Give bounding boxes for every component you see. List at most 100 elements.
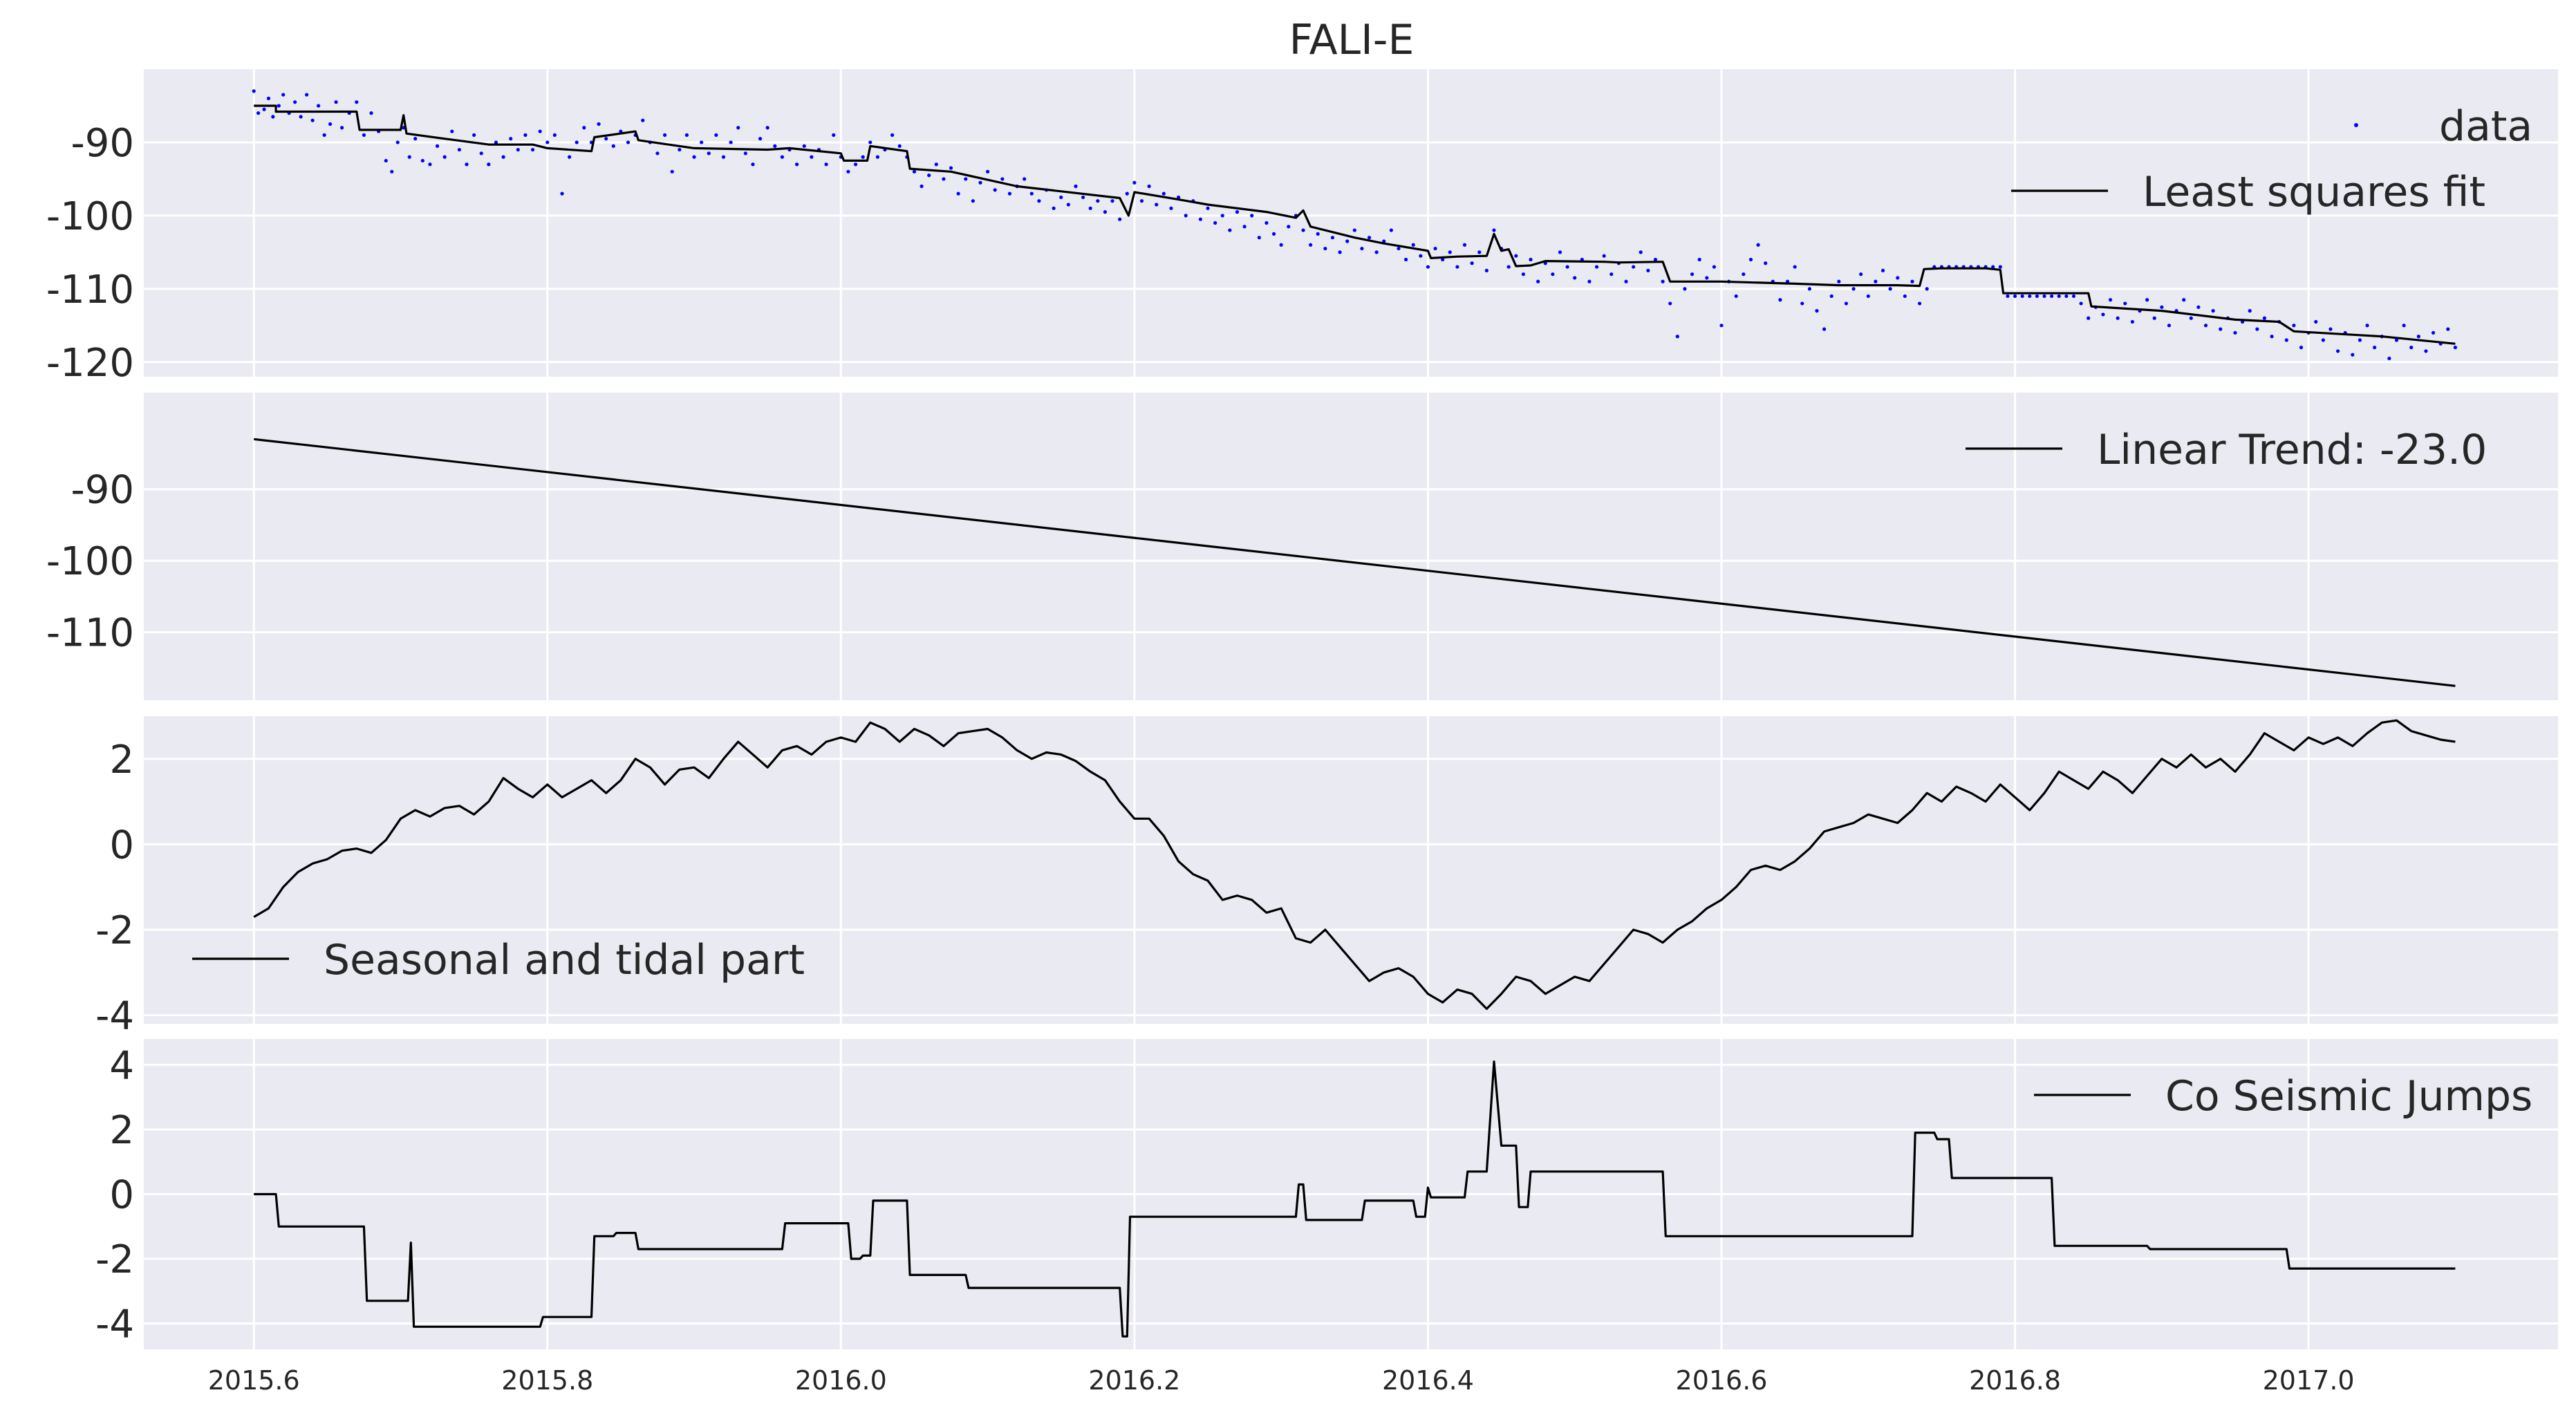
data-point (707, 151, 711, 156)
data-point (1081, 195, 1085, 200)
data-point (1609, 272, 1614, 277)
y-tick-label: -4 (95, 994, 134, 1039)
panel-2: -90 -100 -110 Linear Trend: -23.0 (46, 393, 2558, 700)
data-point (1125, 191, 1129, 196)
data-point (355, 100, 359, 104)
data-point (277, 104, 281, 108)
y-tick-label: 2 (109, 738, 134, 783)
y-tick-label: -2 (95, 908, 134, 953)
data-point (317, 104, 321, 108)
data-point (912, 169, 917, 174)
data-point (442, 155, 447, 159)
data-point (1712, 265, 1716, 269)
data-point (2020, 294, 2024, 299)
data-point (1382, 239, 1386, 243)
data-point (956, 191, 960, 196)
data-point (1705, 276, 1709, 280)
legend-label: Linear Trend: -23.0 (2097, 426, 2487, 474)
data-point (2314, 319, 2318, 324)
legend-label: Co Seismic Jumps (2165, 1072, 2532, 1121)
data-point (2123, 301, 2127, 306)
data-point (2292, 324, 2296, 328)
data-point (1155, 203, 1159, 207)
data-point (1242, 225, 1247, 229)
y-tick-label: -110 (46, 268, 134, 312)
x-tick-label: 2016.4 (1382, 1365, 1474, 1396)
y-tick-label: 0 (109, 823, 134, 868)
data-point (305, 93, 309, 97)
y-tick-label: 2 (109, 1108, 134, 1153)
data-point (1602, 254, 1606, 258)
data-point (1301, 228, 1305, 232)
data-point (780, 155, 785, 159)
data-point (1880, 268, 1885, 272)
data-point (2167, 324, 2172, 328)
data-point (2409, 346, 2414, 350)
data-point (655, 151, 660, 156)
data-point (1441, 257, 1445, 262)
data-point (1734, 294, 1738, 299)
data-point (1023, 177, 1027, 181)
data-point (1279, 243, 1283, 247)
data-point (1110, 199, 1114, 203)
data-point (1800, 301, 1804, 306)
data-point (339, 126, 344, 130)
data-point (971, 199, 975, 203)
data-point (934, 162, 938, 167)
data-point (428, 162, 432, 167)
data-point (868, 140, 872, 144)
data-point (611, 144, 615, 148)
data-point (920, 184, 924, 189)
data-point (2335, 349, 2340, 353)
plot-area (254, 438, 2456, 687)
panel-1: -90 -100 -110 -120 data Least squares fit (46, 69, 2558, 386)
plot-area (253, 719, 2456, 1010)
data-point (2453, 346, 2458, 350)
data-point (2387, 356, 2391, 361)
data-point (949, 166, 953, 170)
data-point (743, 151, 747, 156)
data-point (964, 177, 968, 181)
data-point (1139, 199, 1144, 203)
legend-label: data (2439, 102, 2532, 151)
data-point (861, 155, 865, 159)
data-point (810, 155, 814, 159)
data-point (1742, 272, 1746, 277)
data-point (384, 158, 388, 163)
data-point (545, 140, 550, 144)
data-point (2211, 309, 2215, 313)
data-point (328, 122, 333, 126)
y-tick-label: 4 (109, 1043, 134, 1088)
data-point (1198, 217, 1203, 221)
data-point (1007, 191, 1012, 196)
data-point (2233, 330, 2237, 335)
data-point (1220, 214, 1224, 218)
data-point (435, 144, 440, 148)
x-tick-label: 2015.6 (208, 1365, 300, 1396)
y-tick-label: -90 (71, 468, 134, 513)
series-line (254, 1060, 2456, 1338)
data-point (1338, 250, 1342, 254)
data-point (2424, 349, 2428, 353)
data-point (2013, 294, 2017, 299)
data-point (1764, 261, 1768, 265)
y-tick-label: -90 (71, 121, 134, 166)
data-point (897, 144, 902, 148)
data-point (795, 162, 799, 167)
data-point (1404, 257, 1408, 262)
data-point (1330, 236, 1335, 240)
data-point (1844, 301, 1849, 306)
data-point (1991, 265, 1995, 269)
data-point (2262, 316, 2267, 320)
data-point (334, 100, 338, 104)
data-point (1374, 250, 1379, 254)
data-point (2328, 327, 2333, 331)
data-point (369, 111, 373, 115)
data-point (1264, 221, 1269, 225)
data-point (1309, 243, 1313, 247)
x-tick-label: 2017.0 (2263, 1365, 2355, 1396)
data-point (670, 169, 674, 174)
series-data-points (252, 89, 2458, 361)
data-point (568, 155, 572, 159)
